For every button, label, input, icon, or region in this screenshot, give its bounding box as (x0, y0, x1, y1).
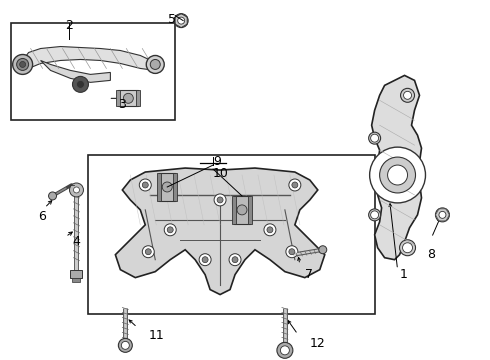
Circle shape (229, 254, 241, 266)
Circle shape (164, 224, 176, 236)
Text: 6: 6 (39, 210, 47, 223)
Circle shape (368, 132, 381, 144)
Bar (157, 173, 161, 201)
Circle shape (142, 246, 154, 258)
Circle shape (264, 224, 276, 236)
Bar (119, 90, 138, 106)
Polygon shape (371, 75, 421, 260)
Circle shape (162, 182, 172, 192)
Polygon shape (115, 168, 325, 294)
Circle shape (178, 17, 185, 24)
Circle shape (13, 54, 33, 75)
Circle shape (122, 341, 129, 349)
Circle shape (286, 246, 298, 258)
Circle shape (76, 80, 84, 88)
Bar (173, 173, 177, 201)
Circle shape (319, 246, 327, 254)
Text: 2: 2 (66, 19, 74, 32)
Circle shape (73, 76, 89, 92)
Bar (73, 278, 80, 282)
Text: 7: 7 (305, 268, 313, 281)
Circle shape (380, 157, 416, 193)
Bar (159, 173, 175, 201)
Circle shape (20, 62, 25, 67)
Bar (136, 90, 140, 106)
Circle shape (289, 179, 301, 191)
Bar (248, 196, 252, 224)
Text: 4: 4 (73, 235, 80, 248)
Bar (11, 23, 175, 120)
Circle shape (368, 209, 381, 221)
Text: 10: 10 (213, 167, 229, 180)
Circle shape (237, 205, 247, 215)
Circle shape (167, 227, 173, 233)
Circle shape (400, 88, 415, 102)
Circle shape (123, 93, 133, 103)
Text: 12: 12 (310, 337, 325, 350)
Circle shape (214, 194, 226, 206)
Circle shape (388, 165, 408, 185)
Bar (71, 270, 82, 278)
Text: 3: 3 (119, 98, 126, 111)
Bar (232, 196, 236, 224)
Circle shape (403, 243, 413, 253)
Circle shape (217, 197, 223, 203)
Circle shape (17, 58, 28, 71)
Circle shape (150, 59, 160, 69)
Circle shape (292, 182, 298, 188)
Circle shape (370, 211, 379, 219)
Circle shape (289, 249, 295, 255)
Circle shape (202, 257, 208, 263)
Circle shape (399, 240, 416, 256)
Bar (89, 155, 375, 315)
Circle shape (199, 254, 211, 266)
Text: 9: 9 (213, 155, 221, 168)
Circle shape (145, 249, 151, 255)
Circle shape (267, 227, 273, 233)
Circle shape (436, 208, 449, 222)
Circle shape (74, 187, 79, 193)
Text: 8: 8 (427, 248, 436, 261)
Polygon shape (41, 60, 110, 82)
Bar (234, 196, 250, 224)
Circle shape (139, 179, 151, 191)
Circle shape (174, 14, 188, 28)
Bar (116, 90, 121, 106)
Circle shape (49, 192, 56, 200)
Circle shape (142, 182, 148, 188)
Circle shape (404, 91, 412, 99)
Text: 11: 11 (148, 329, 164, 342)
Circle shape (280, 346, 290, 355)
Circle shape (277, 342, 293, 358)
Circle shape (147, 55, 164, 73)
Circle shape (370, 134, 379, 142)
Circle shape (119, 338, 132, 352)
Circle shape (70, 183, 83, 197)
Text: 1: 1 (399, 268, 408, 281)
Circle shape (232, 257, 238, 263)
Polygon shape (23, 46, 155, 71)
Circle shape (369, 147, 425, 203)
Circle shape (439, 211, 446, 219)
Text: 5: 5 (168, 13, 176, 26)
